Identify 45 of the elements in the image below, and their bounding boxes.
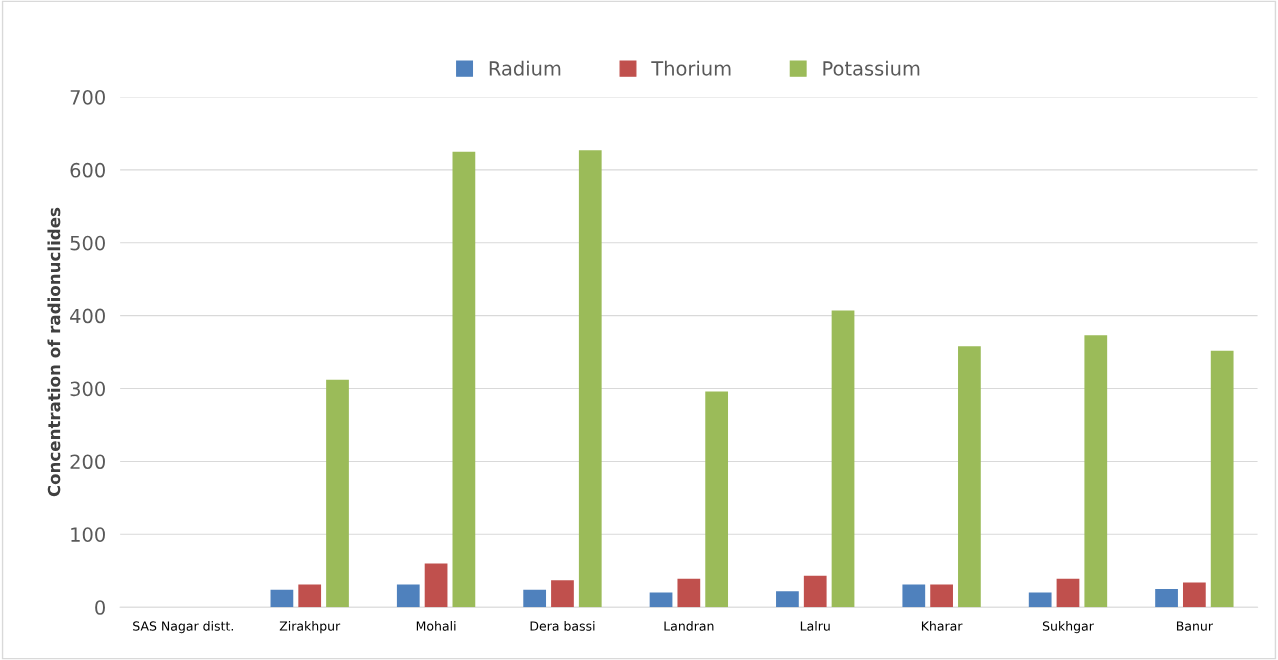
x-tick-label: Zirakhpur [279, 621, 341, 634]
x-tick-label: Banur [1176, 621, 1213, 631]
bar [776, 591, 799, 608]
bar [1084, 335, 1108, 608]
bar [452, 151, 476, 608]
y-tick-label: 500 [70, 235, 105, 251]
y-tick-label: 200 [70, 454, 105, 470]
x-tick-label: Sukhgar [1042, 621, 1094, 634]
bar [1182, 582, 1206, 608]
y-tick-label: 0 [95, 600, 105, 615]
legend-label: Potassium [823, 60, 920, 76]
bar [523, 589, 547, 608]
y-tick-label: 300 [70, 381, 105, 397]
bar [326, 379, 349, 608]
bar [958, 346, 981, 608]
bar [396, 584, 420, 608]
legend-label: Thorium [651, 60, 731, 76]
x-tick-label: Landran [664, 621, 714, 631]
x-tick-label: Mohali [416, 621, 456, 631]
bar [424, 563, 448, 608]
bar [831, 310, 855, 608]
bar [551, 580, 574, 608]
bar [1056, 578, 1080, 608]
y-tick-label: 100 [71, 527, 105, 542]
bar [1210, 350, 1234, 608]
bar [1028, 592, 1052, 608]
y-axis-title: Concentration of radionuclides [47, 207, 61, 497]
x-tick-label: Lalru [800, 621, 830, 631]
x-tick-label: Dera bassi [530, 621, 595, 631]
y-tick-label: 600 [70, 162, 105, 178]
bar [705, 391, 729, 608]
y-tick-label: 700 [70, 89, 105, 105]
y-tick-label: 400 [70, 308, 105, 324]
bar [298, 584, 322, 608]
x-tick-label: Kharar [921, 621, 963, 631]
bar [1155, 588, 1178, 608]
bar [677, 578, 701, 608]
legend-label: Radium [489, 60, 561, 76]
x-tick-label: SAS Nagar distt. [133, 621, 233, 634]
bar [803, 575, 827, 608]
bar [930, 584, 953, 608]
bar [902, 584, 926, 608]
bar [578, 150, 602, 608]
bar [649, 592, 673, 608]
bar [270, 589, 294, 608]
